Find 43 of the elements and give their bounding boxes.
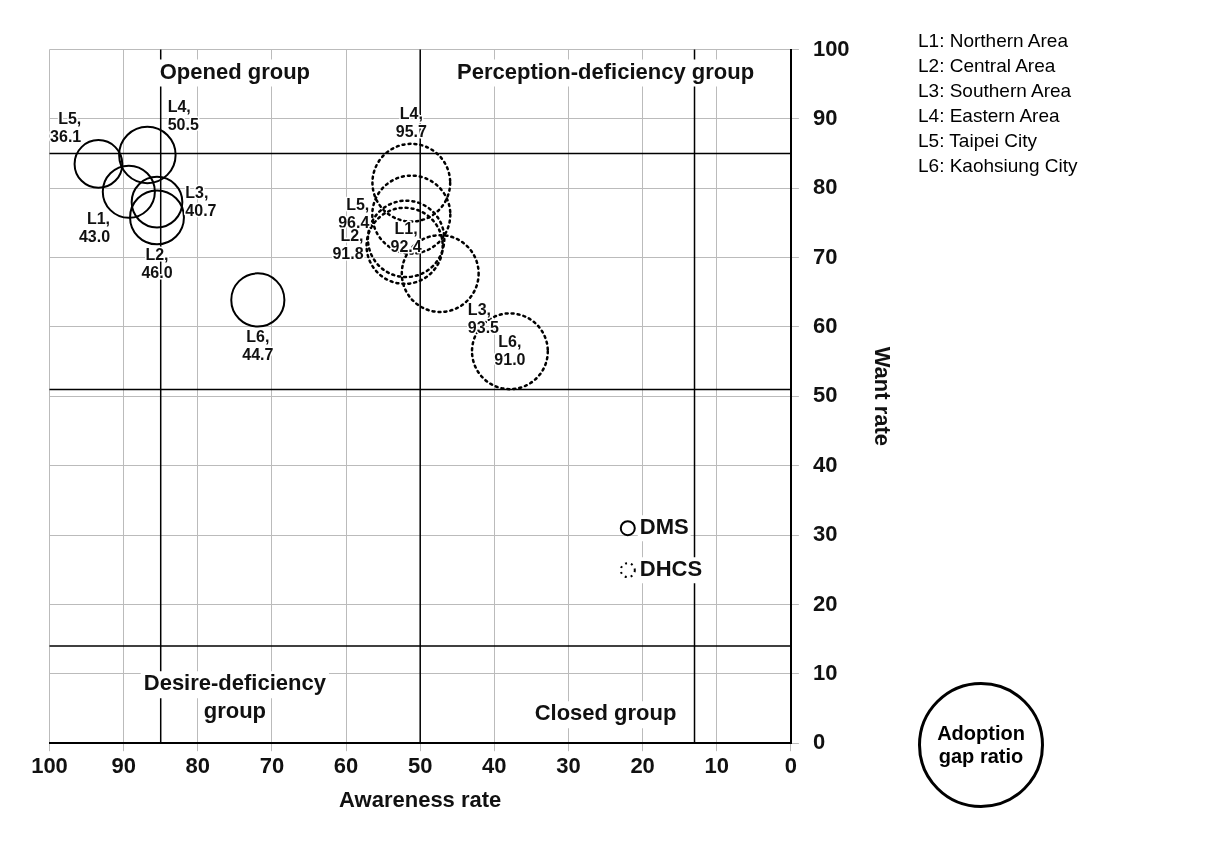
data-label: L1, 43.0 xyxy=(78,209,111,245)
y-tick-label: 90 xyxy=(812,104,838,130)
x-tick-label: 100 xyxy=(31,753,68,779)
x-tick-label: 20 xyxy=(630,753,655,779)
x-tick-label: 30 xyxy=(556,753,581,779)
x-tick-label: 0 xyxy=(784,753,798,779)
legend-label: DHCS xyxy=(639,556,703,582)
y-tick-label: 10 xyxy=(812,659,838,685)
y-tick-label: 80 xyxy=(812,174,838,200)
data-label: L2, 91.8 xyxy=(332,227,364,263)
annotation: Perception-deficiency group xyxy=(457,58,755,84)
y-tick-label: 0 xyxy=(812,729,826,755)
y-axis-title: Want rate xyxy=(869,346,895,447)
annotation: Closed group xyxy=(534,700,677,726)
data-label: L4, 50.5 xyxy=(167,98,199,134)
y-tick-label: 60 xyxy=(812,313,838,339)
data-label: L3, 40.7 xyxy=(185,183,217,219)
x-tick-label: 60 xyxy=(333,753,359,779)
data-label: L5, 36.1 xyxy=(50,110,82,146)
data-label: L6, 44.7 xyxy=(242,327,274,363)
text: Adoption gap ratio xyxy=(936,722,1026,768)
y-tick-label: 70 xyxy=(812,243,838,269)
legend-label: DMS xyxy=(639,514,689,540)
x-axis-title: Awareness rate xyxy=(339,786,502,812)
y-tick-label: 40 xyxy=(812,451,838,477)
annotation: Desire-deficiency group xyxy=(143,670,327,724)
text: L4: Eastern Area xyxy=(918,104,1061,128)
x-tick-label: 40 xyxy=(482,753,507,779)
x-tick-label: 70 xyxy=(259,753,285,779)
x-tick-label: 90 xyxy=(111,753,136,779)
text: L2: Central Area xyxy=(918,54,1057,78)
y-tick-label: 20 xyxy=(812,590,838,616)
x-tick-label: 50 xyxy=(407,753,433,779)
y-tick-label: 30 xyxy=(812,521,838,547)
text: L3: Southern Area xyxy=(918,79,1073,103)
y-tick-label: 50 xyxy=(812,382,838,408)
text: L5: Taipei City xyxy=(918,129,1038,153)
x-tick-label: 10 xyxy=(704,753,729,779)
x-tick-label: 80 xyxy=(185,753,211,779)
text: L1: Northern Area xyxy=(918,29,1069,53)
annotation: Opened group xyxy=(159,58,311,84)
text: L6: Kaohsiung City xyxy=(918,154,1078,178)
y-tick-label: 100 xyxy=(812,35,850,61)
